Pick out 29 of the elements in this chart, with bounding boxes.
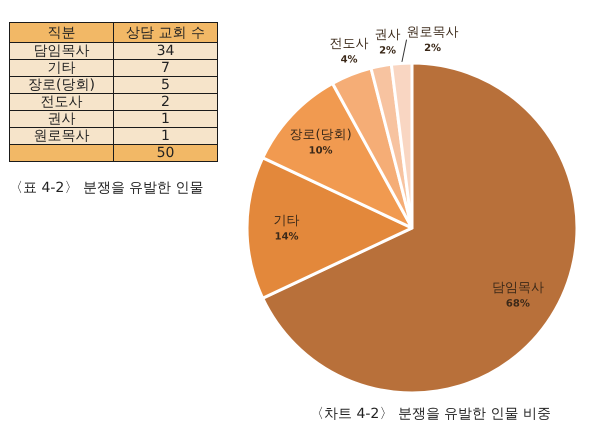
text: 〈차트 4-2〉 분쟁을 유발한 인물 비중: [310, 406, 552, 422]
data-label: 2%: [379, 46, 396, 57]
text: 직분: [10, 22, 114, 42]
slice-label: 장로(당회): [290, 128, 352, 143]
data-label: 5: [114, 76, 218, 94]
slice-label: 기타: [274, 214, 300, 228]
data-label: 2: [114, 94, 218, 110]
text: 상담 교회 수: [114, 22, 218, 42]
data-label: 10%: [308, 146, 333, 157]
data-label: 14%: [274, 232, 299, 242]
category-label: 장로(당회): [10, 76, 114, 94]
slice-label: 담임목사: [492, 280, 544, 296]
slice-label: 전도사: [330, 36, 369, 52]
data-label: 7: [114, 60, 218, 76]
data-label: 34: [114, 42, 218, 60]
text: 50: [156, 145, 174, 161]
data-label: 1: [114, 110, 218, 128]
data-label: 68%: [506, 298, 530, 310]
category-label: 기타: [10, 60, 114, 76]
category-label: 원로목사: [10, 128, 114, 144]
slice-label: 권사: [374, 28, 401, 43]
data-label: 4%: [340, 54, 358, 66]
data-label: 2%: [424, 42, 442, 54]
category-label: 담임목사: [10, 42, 114, 60]
slice-label: 원로목사: [406, 24, 459, 40]
category-label: 전도사: [10, 94, 114, 110]
data-label: 1: [114, 128, 218, 144]
category-label: 권사: [10, 110, 114, 128]
text: 〈표 4-2〉 분쟁을 유발한 인물: [9, 179, 204, 197]
